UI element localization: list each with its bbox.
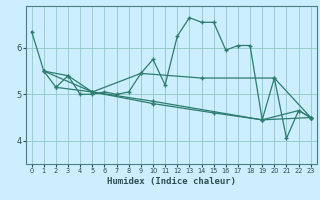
X-axis label: Humidex (Indice chaleur): Humidex (Indice chaleur)	[107, 177, 236, 186]
